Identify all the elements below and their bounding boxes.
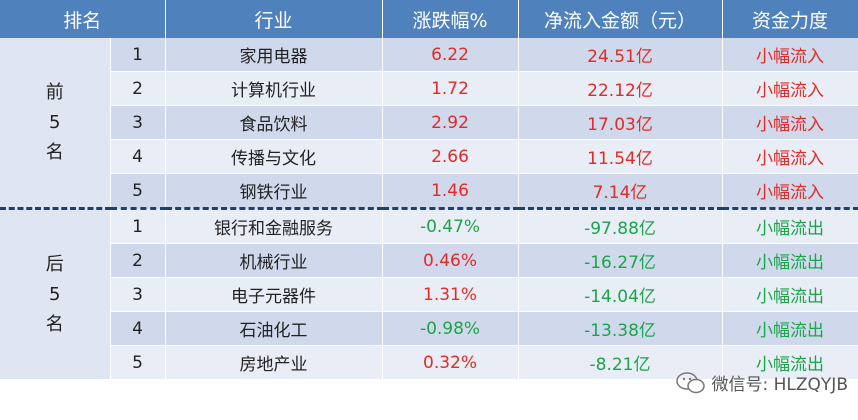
cell: 小幅流出 bbox=[722, 311, 858, 346]
cell: 0.32% bbox=[382, 345, 519, 380]
column-header: 排名 bbox=[0, 0, 166, 38]
cell: 2.66 bbox=[382, 139, 519, 174]
table-row: 2 计算机行业 1.72 22.12亿 小幅流入 bbox=[0, 71, 858, 106]
cell: 4 bbox=[110, 139, 166, 174]
cell: 2 bbox=[110, 71, 166, 106]
cell: 0.46% bbox=[382, 243, 519, 278]
cell: 机械行业 bbox=[165, 243, 383, 278]
cell: 小幅流入 bbox=[722, 105, 858, 140]
cell: 2 bbox=[110, 243, 166, 278]
cell: 1.72 bbox=[382, 71, 519, 106]
column-header: 净流入金额（元） bbox=[518, 0, 723, 38]
cell: 7.14亿 bbox=[518, 173, 723, 209]
cell: -14.04亿 bbox=[518, 277, 723, 312]
cell: 小幅流出 bbox=[722, 207, 858, 244]
cell: -13.38亿 bbox=[518, 311, 723, 346]
table-row: 4 传播与文化 2.66 11.54亿 小幅流入 bbox=[0, 139, 858, 174]
cell: 小幅流入 bbox=[722, 139, 858, 174]
ranking-table: 排名 行业 涨跌幅% 净流入金额（元） 资金力度 前5名 1 家用电器 6.22 24.51亿小… bbox=[0, 0, 858, 380]
cell: 银行和金融服务 bbox=[165, 207, 383, 244]
cell: 石油化工 bbox=[165, 311, 383, 346]
cell: 食品饮料 bbox=[165, 105, 383, 140]
cell: 1 bbox=[110, 207, 166, 244]
cell: 22.12亿 bbox=[518, 71, 723, 106]
cell: 电子元器件 bbox=[165, 277, 383, 312]
header-row: 排名 行业 涨跌幅% 净流入金额（元） 资金力度 bbox=[0, 0, 858, 38]
cell: 小幅流出 bbox=[722, 345, 858, 380]
cell: 计算机行业 bbox=[165, 71, 383, 106]
watermark-text: 微信号: HLZQYJB bbox=[711, 375, 848, 395]
cell: 24.51亿 bbox=[518, 38, 723, 72]
wechat-icon bbox=[675, 371, 705, 393]
cell: 家用电器 bbox=[165, 38, 383, 72]
group-cell: 后5名 bbox=[0, 207, 111, 380]
watermark: 微信号: HLZQYJB bbox=[675, 370, 848, 395]
cell: 3 bbox=[110, 277, 166, 312]
cell: -16.27亿 bbox=[518, 243, 723, 278]
cell: 5 bbox=[110, 345, 166, 380]
cell: -0.47% bbox=[382, 207, 519, 244]
cell: 4 bbox=[110, 311, 166, 346]
cell: 传播与文化 bbox=[165, 139, 383, 174]
cell: 17.03亿 bbox=[518, 105, 723, 140]
table-row: 5 房地产业 0.32% -8.21亿 小幅流出 bbox=[0, 345, 858, 380]
cell: 小幅流入 bbox=[722, 173, 858, 209]
cell: 小幅流入 bbox=[722, 71, 858, 106]
cell: 11.54亿 bbox=[518, 139, 723, 174]
cell: 小幅流出 bbox=[722, 243, 858, 278]
cell: 1.31% bbox=[382, 277, 519, 312]
cell: 5 bbox=[110, 173, 166, 209]
table-row: 5 钢铁行业 1.46 7.14亿 小幅流入 bbox=[0, 173, 858, 209]
table-row: 3 电子元器件 1.31% -14.04亿 小幅流出 bbox=[0, 277, 858, 312]
table-row: 4 石油化工 -0.98% -13.38亿 小幅流出 bbox=[0, 311, 858, 346]
cell: 小幅流入 bbox=[722, 38, 858, 72]
cell: -97.88亿 bbox=[518, 207, 723, 244]
group-cell: 前5名 bbox=[0, 38, 111, 209]
cell: 6.22 bbox=[382, 38, 519, 72]
group-label: 前5名 bbox=[45, 81, 64, 163]
table-row: 后5名 1 银行和金融服务 -0.47% -97.88亿 小幅流出 bbox=[0, 207, 858, 380]
cell: 房地产业 bbox=[165, 345, 383, 380]
table-row: 2 机械行业 0.46% -16.27亿 小幅流出 bbox=[0, 243, 858, 278]
cell: 1 bbox=[110, 38, 166, 72]
cell: 小幅流出 bbox=[722, 277, 858, 312]
column-header: 资金力度 bbox=[722, 0, 858, 38]
cell: 钢铁行业 bbox=[165, 173, 383, 209]
column-header: 涨跌幅% bbox=[382, 0, 519, 38]
column-header: 行业 bbox=[165, 0, 383, 38]
group-label: 后5名 bbox=[45, 253, 64, 335]
cell: 2.92 bbox=[382, 105, 519, 140]
cell: -0.98% bbox=[382, 311, 519, 346]
cell: 1.46 bbox=[382, 173, 519, 209]
table-row: 3 食品饮料 2.92 17.03亿 小幅流入 bbox=[0, 105, 858, 140]
table-row: 前5名 1 家用电器 6.22 24.51亿 小幅流入 bbox=[0, 38, 858, 209]
cell: 3 bbox=[110, 105, 166, 140]
cell: -8.21亿 bbox=[518, 345, 723, 380]
